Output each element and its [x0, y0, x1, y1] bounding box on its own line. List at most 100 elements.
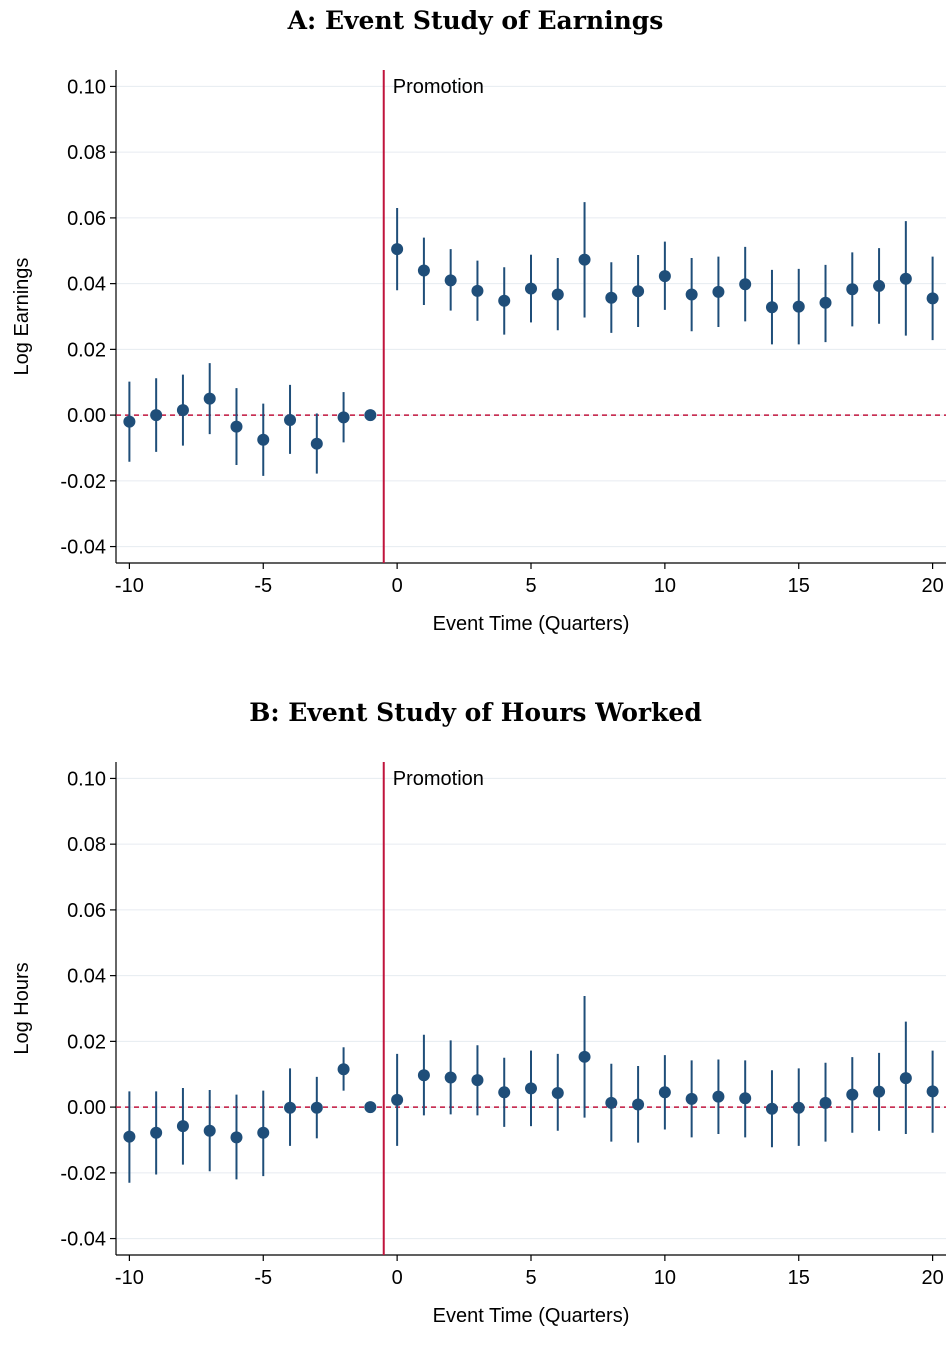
y-tick-label: -0.02	[60, 1163, 106, 1185]
data-point	[792, 1101, 805, 1114]
y-tick-label: 0.00	[67, 1097, 106, 1119]
data-point	[551, 1086, 564, 1099]
data-point	[337, 411, 350, 424]
data-point	[899, 1072, 912, 1085]
data-point	[846, 1088, 859, 1101]
y-tick-label: 0.04	[67, 966, 106, 988]
data-point	[391, 243, 404, 256]
data-point	[123, 415, 136, 428]
data-point	[658, 270, 671, 283]
data-point	[203, 1124, 216, 1137]
y-axis-title: Log Earnings	[11, 258, 33, 376]
data-point	[364, 409, 377, 422]
panel-earnings: A: Event Study of Earnings -0.04 -0.02 0.0…	[0, 0, 951, 660]
x-tick-label: 5	[525, 575, 536, 597]
y-tick-label: 0.08	[67, 834, 106, 856]
x-tick-label: -10	[115, 1267, 144, 1289]
data-point	[578, 1050, 591, 1063]
data-point	[203, 392, 216, 405]
x-tick-label: 5	[525, 1267, 536, 1289]
x-tick-label: 0	[392, 575, 403, 597]
data-point	[498, 1086, 511, 1099]
data-point	[605, 1096, 618, 1109]
data-point	[417, 264, 430, 277]
data-point	[525, 1082, 537, 1095]
data-point	[257, 433, 270, 446]
data-point	[926, 292, 939, 305]
promotion-label: Promotion	[393, 76, 484, 98]
data-point	[819, 1096, 832, 1109]
x-tick-label: 10	[654, 575, 676, 597]
y-tick-label: 0.10	[67, 768, 106, 790]
data-point	[551, 288, 564, 301]
data-point	[230, 420, 243, 433]
y-tick-label: 0.04	[67, 274, 106, 296]
data-point	[284, 1101, 297, 1114]
data-point	[391, 1093, 404, 1106]
data-point	[578, 253, 591, 266]
data-point	[926, 1085, 939, 1098]
data-point	[471, 1074, 484, 1087]
x-tick-label: 15	[788, 1267, 810, 1289]
earnings-chart: -0.04 -0.02 0.00 0.02 0.04 0.06 0.08 0.10 -10 -5 0…	[11, 70, 946, 635]
data-point	[632, 285, 645, 298]
data-point	[176, 1120, 189, 1133]
y-tick-label: -0.02	[60, 471, 106, 493]
data-point	[792, 300, 805, 313]
series-points	[123, 202, 939, 476]
data-point	[444, 274, 457, 287]
data-point	[176, 404, 189, 417]
data-point	[310, 437, 323, 450]
x-tick-label: 15	[788, 575, 810, 597]
data-point	[284, 414, 297, 427]
x-tick-label: 20	[921, 1267, 943, 1289]
data-point	[230, 1131, 243, 1144]
data-point	[899, 272, 912, 285]
x-axis-title: Event Time (Quarters)	[433, 613, 630, 635]
data-point	[819, 296, 832, 309]
x-tick-label: 0	[392, 1267, 403, 1289]
data-point	[846, 283, 859, 296]
data-point	[123, 1130, 136, 1143]
y-tick-label: 0.02	[67, 339, 106, 361]
y-tick-label: -0.04	[60, 537, 106, 559]
y-tick-label: 0.06	[67, 208, 106, 230]
data-point	[150, 409, 163, 422]
data-point	[873, 279, 886, 292]
x-tick-label: -5	[254, 1267, 272, 1289]
data-point	[739, 278, 752, 291]
data-point	[150, 1126, 163, 1139]
x-tick-label: 20	[921, 575, 943, 597]
data-point	[712, 285, 725, 298]
data-point	[765, 301, 778, 314]
hours-chart: -0.04 -0.02 0.00 0.02 0.04 0.06 0.08 0.10 -10 -5 0…	[11, 762, 946, 1327]
y-tick-label: 0.02	[67, 1031, 106, 1053]
y-tick-label: 0.00	[67, 405, 106, 427]
data-point	[310, 1101, 323, 1114]
data-point	[712, 1090, 725, 1103]
data-point	[685, 1092, 698, 1105]
data-point	[685, 288, 698, 301]
y-tick-label: 0.08	[67, 142, 106, 164]
data-point	[658, 1086, 671, 1099]
data-point	[498, 294, 511, 307]
panel-hours: B: Event Study of Hours Worked -0.04 -0.0…	[0, 692, 951, 1352]
data-point	[471, 284, 484, 297]
data-point	[257, 1126, 270, 1139]
y-tick-label: -0.04	[60, 1229, 106, 1251]
x-tick-label: -10	[115, 575, 144, 597]
x-axis-title: Event Time (Quarters)	[433, 1305, 630, 1327]
gridlines	[116, 777, 946, 1240]
data-point	[525, 282, 537, 295]
chart-title: A: Event Study of Earnings	[287, 6, 664, 35]
data-point	[632, 1098, 645, 1111]
x-tick-label: -5	[254, 575, 272, 597]
y-axis-title: Log Hours	[11, 962, 33, 1054]
data-point	[605, 291, 618, 304]
data-point	[873, 1085, 886, 1098]
promotion-label: Promotion	[393, 768, 484, 790]
x-tick-label: 10	[654, 1267, 676, 1289]
data-point	[417, 1069, 430, 1082]
y-tick-label: 0.06	[67, 900, 106, 922]
data-point	[444, 1071, 457, 1084]
